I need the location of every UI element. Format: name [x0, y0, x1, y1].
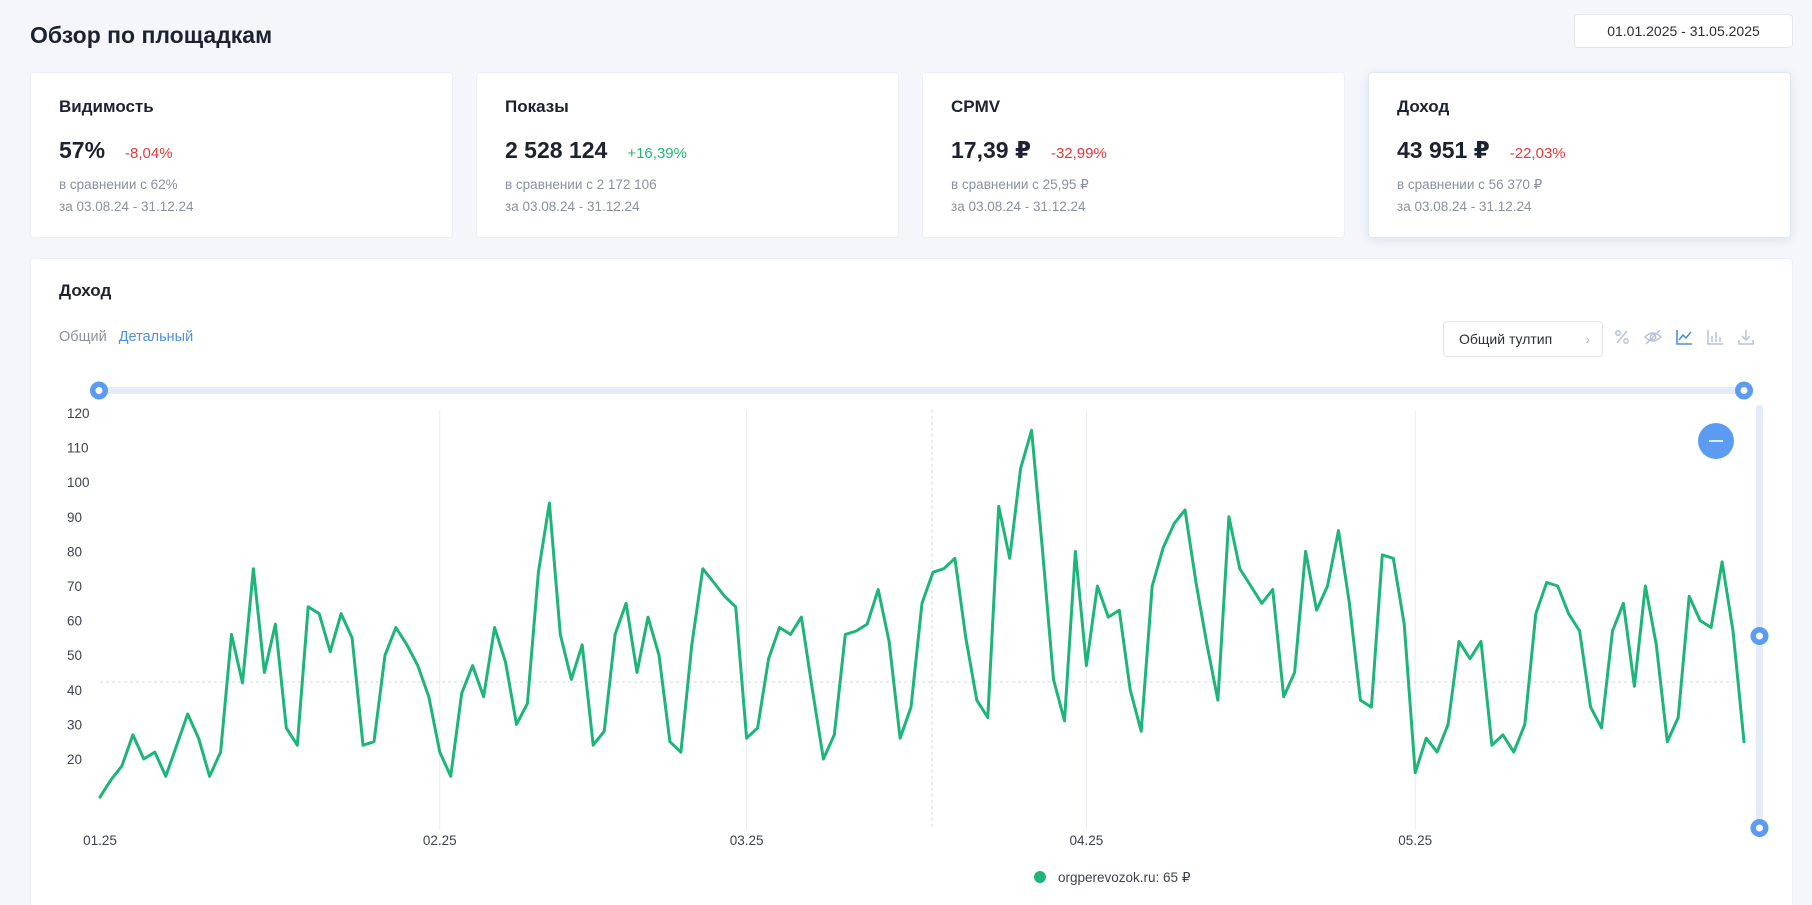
kpi-delta: -8,04%	[125, 145, 173, 162]
kpi-title: Доход	[1397, 97, 1450, 116]
tab-detailed[interactable]: Детальный	[118, 329, 194, 345]
y-tick-label: 90	[67, 510, 82, 525]
kpi-value: 57%	[59, 137, 106, 163]
hide-icon[interactable]	[1642, 325, 1664, 349]
kpi-period: за 03.08.24 - 31.12.24	[951, 199, 1086, 214]
tooltip-mode-button[interactable]: Общий тултип ›	[1443, 321, 1603, 357]
series-line[interactable]	[98, 428, 1746, 799]
kpi-title: Показы	[505, 97, 569, 116]
x-tick-label: 01.25	[83, 833, 117, 848]
kpi-compare: в сравнении с 2 172 106	[505, 177, 657, 192]
y-tick-label: 70	[67, 579, 82, 594]
y-tick-label: 80	[67, 544, 82, 559]
x-tick-label: 05.25	[1398, 833, 1432, 848]
kpi-period: за 03.08.24 - 31.12.24	[59, 199, 194, 214]
download-icon[interactable]	[1735, 325, 1757, 349]
y-tick-label: 30	[67, 717, 82, 732]
percent-icon[interactable]	[1611, 325, 1633, 349]
kpi-title: Видимость	[59, 97, 154, 116]
kpi-card-cpmv[interactable]: CPMV 17,39 ₽ -32,99% в сравнении с 25,95…	[922, 72, 1345, 238]
kpi-compare: в сравнении с 25,95 ₽	[951, 177, 1089, 192]
collapse-button[interactable]	[1698, 423, 1734, 459]
kpi-title: CPMV	[951, 97, 1001, 116]
handle-dot	[1756, 632, 1763, 640]
tab-general[interactable]: Общий	[59, 329, 107, 345]
kpi-value: 2 528 124	[505, 137, 608, 163]
kpi-delta: -32,99%	[1050, 145, 1107, 162]
y-tick-label: 120	[67, 406, 90, 421]
kpi-card-impressions[interactable]: Показы 2 528 124 +16,39% в сравнении с 2…	[476, 72, 899, 238]
chart-title: Доход	[59, 281, 112, 300]
view-tabs: Общий Детальный	[59, 329, 193, 345]
x-tick-label: 04.25	[1070, 833, 1104, 848]
handle-dot	[1756, 824, 1763, 832]
kpi-value: 43 951 ₽	[1397, 137, 1490, 163]
y-slider-track[interactable]	[1756, 405, 1763, 828]
bar-chart-icon[interactable]	[1704, 325, 1726, 349]
x-tick-label: 02.25	[423, 833, 457, 848]
kpi-card-visibility[interactable]: Видимость 57% -8,04% в сравнении с 62% з…	[30, 72, 453, 238]
y-tick-label: 50	[67, 648, 82, 663]
page-title: Обзор по площадкам	[30, 22, 273, 48]
date-range-picker[interactable]: 01.01.2025 - 31.05.2025	[1574, 14, 1793, 48]
handle-dot	[95, 387, 103, 394]
handle-dot	[1740, 387, 1748, 394]
kpi-compare: в сравнении с 62%	[59, 177, 178, 192]
legend-label[interactable]: orgperevozok.ru: 65 ₽	[1058, 870, 1191, 885]
x-tick-label: 03.25	[730, 833, 764, 848]
chart-toolbar	[1611, 325, 1757, 349]
kpi-delta: -22,03%	[1509, 145, 1566, 162]
kpi-period: за 03.08.24 - 31.12.24	[1397, 199, 1532, 214]
y-range-slider[interactable]	[1750, 405, 1769, 837]
kpi-compare: в сравнении с 56 370 ₽	[1397, 177, 1543, 192]
kpi-card-revenue[interactable]: Доход 43 951 ₽ -22,03% в сравнении с 56 …	[1368, 72, 1791, 238]
kpi-delta: +16,39%	[627, 145, 687, 162]
y-tick-label: 110	[67, 441, 89, 456]
chevron-right-icon: ›	[1585, 331, 1590, 347]
legend-marker	[1034, 871, 1046, 883]
kpi-period: за 03.08.24 - 31.12.24	[505, 199, 640, 214]
line-chart-icon[interactable]	[1673, 325, 1695, 349]
revenue-chart-card: Доход Общий Детальный Общий тултип ›	[30, 258, 1793, 905]
y-tick-label: 100	[67, 475, 90, 490]
kpi-value: 17,39 ₽	[951, 137, 1031, 163]
y-tick-label: 60	[67, 614, 82, 629]
y-tick-label: 40	[67, 683, 82, 698]
x-range-slider[interactable]	[90, 381, 1753, 400]
y-tick-label: 20	[67, 752, 82, 767]
tooltip-mode-label: Общий тултип	[1459, 331, 1553, 347]
range-slider-track[interactable]	[99, 387, 1744, 394]
